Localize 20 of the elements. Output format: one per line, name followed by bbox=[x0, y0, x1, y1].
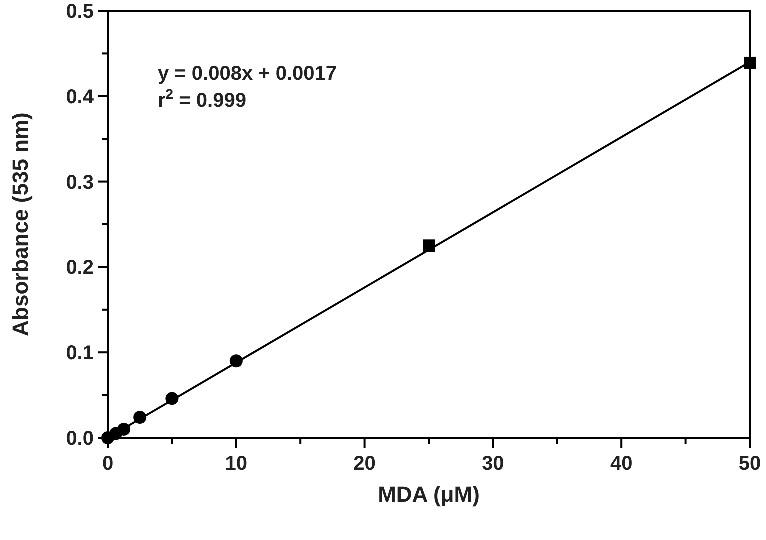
x-tick-label: 20 bbox=[354, 453, 376, 475]
x-tick-label: 40 bbox=[610, 453, 633, 475]
x-axis-title: MDA (μM) bbox=[378, 482, 480, 507]
y-tick-label: 0.5 bbox=[66, 1, 94, 23]
x-tick-label: 50 bbox=[738, 453, 762, 475]
x-tick-label: 30 bbox=[482, 453, 504, 475]
annotation: y = 0.008x + 0.0017 bbox=[158, 63, 338, 85]
y-tick-label: 0.3 bbox=[66, 172, 94, 194]
y-tick-label: 0.4 bbox=[66, 86, 95, 108]
point bbox=[166, 392, 179, 406]
y-tick-label: 0.2 bbox=[66, 257, 94, 280]
point bbox=[118, 422, 131, 436]
y-tick-label: 0.1 bbox=[66, 342, 94, 365]
point bbox=[134, 411, 147, 424]
annotation: r$^{2}$ = 0.999 bbox=[158, 86, 246, 112]
x-tick-label: 10 bbox=[225, 453, 248, 475]
point bbox=[230, 354, 243, 368]
y-tick-label: 0.0 bbox=[66, 428, 94, 450]
y-axis-title: Absorbance (535 nm) bbox=[8, 112, 33, 336]
x-tick-label: 0 bbox=[102, 453, 114, 475]
